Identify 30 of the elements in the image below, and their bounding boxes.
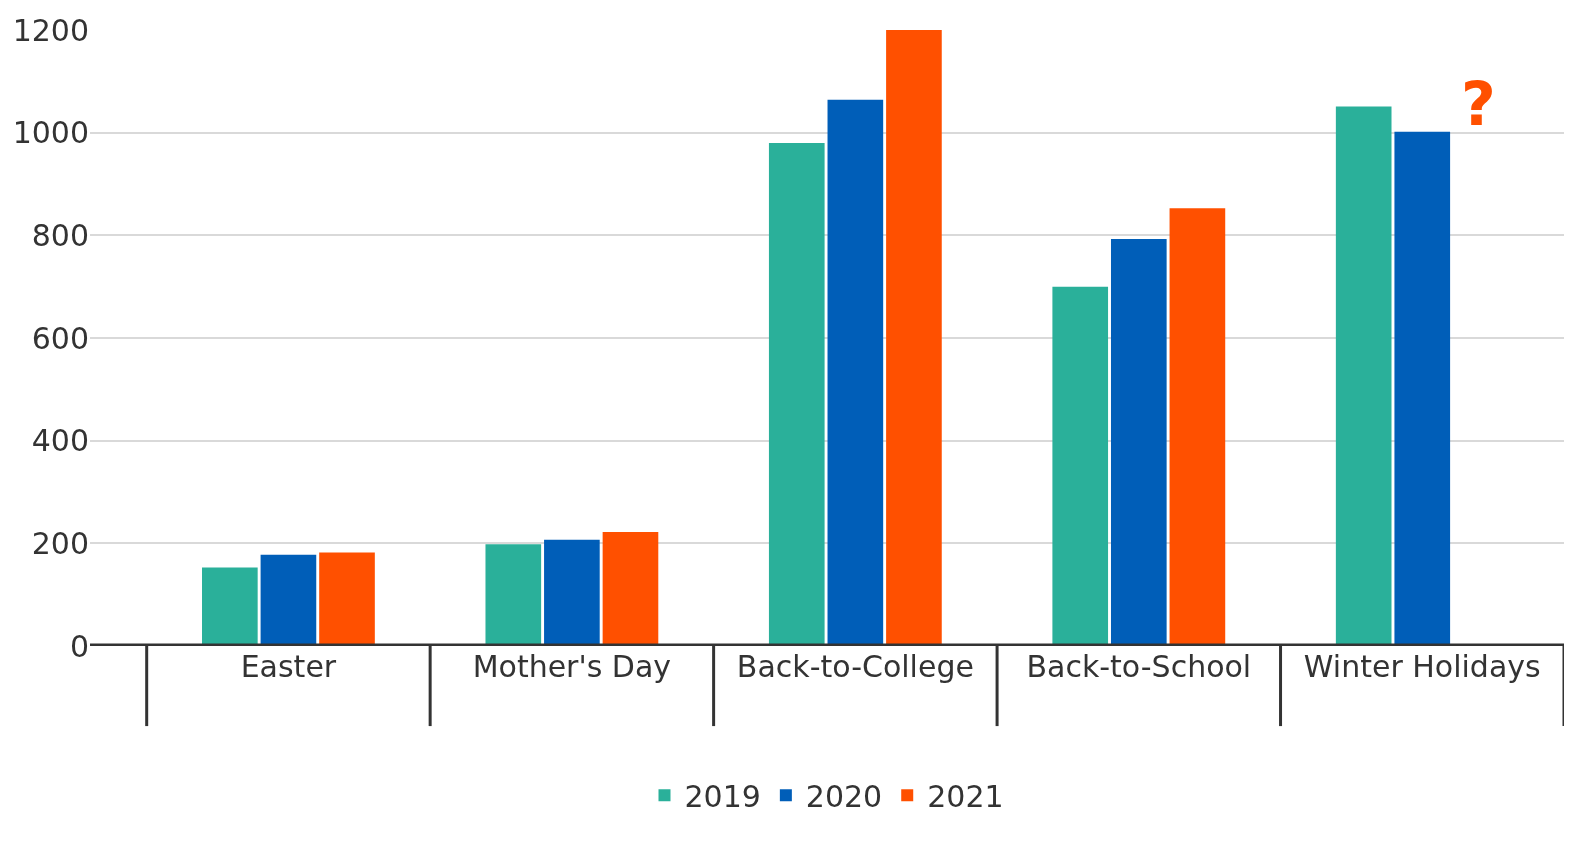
legend-label: 2021 (927, 778, 1004, 814)
x-tick-label: Easter (240, 649, 337, 684)
bar (768, 142, 825, 646)
bar (1335, 106, 1392, 646)
bar (202, 567, 258, 646)
x-tick-label: Back-to-School (1026, 649, 1252, 684)
y-tick-label: 0 (69, 628, 89, 664)
y-tick-label: 600 (31, 320, 89, 356)
legend-label: 2020 (805, 778, 883, 814)
y-tick-label: 400 (31, 423, 89, 459)
y-tick-label: 1200 (12, 12, 89, 48)
y-tick-label: 800 (31, 217, 89, 253)
bar (544, 539, 600, 646)
bar (886, 30, 942, 646)
y-tick-label: 200 (31, 525, 89, 561)
bar (485, 544, 542, 646)
bar (1052, 286, 1109, 646)
bar (827, 99, 884, 646)
legend-label: 2019 (684, 778, 761, 814)
bar (602, 532, 659, 646)
bar (1110, 238, 1167, 646)
x-tick-label: Back-to-College (736, 649, 974, 684)
y-tick-label: 1000 (12, 115, 89, 151)
bar (260, 554, 317, 646)
bar (1169, 208, 1226, 646)
x-tick-label: Mother's Day (472, 649, 672, 684)
annotation: ? (1461, 69, 1496, 139)
bar (1394, 131, 1451, 646)
bar (319, 552, 375, 646)
x-tick-label: Winter Holidays (1303, 649, 1541, 684)
